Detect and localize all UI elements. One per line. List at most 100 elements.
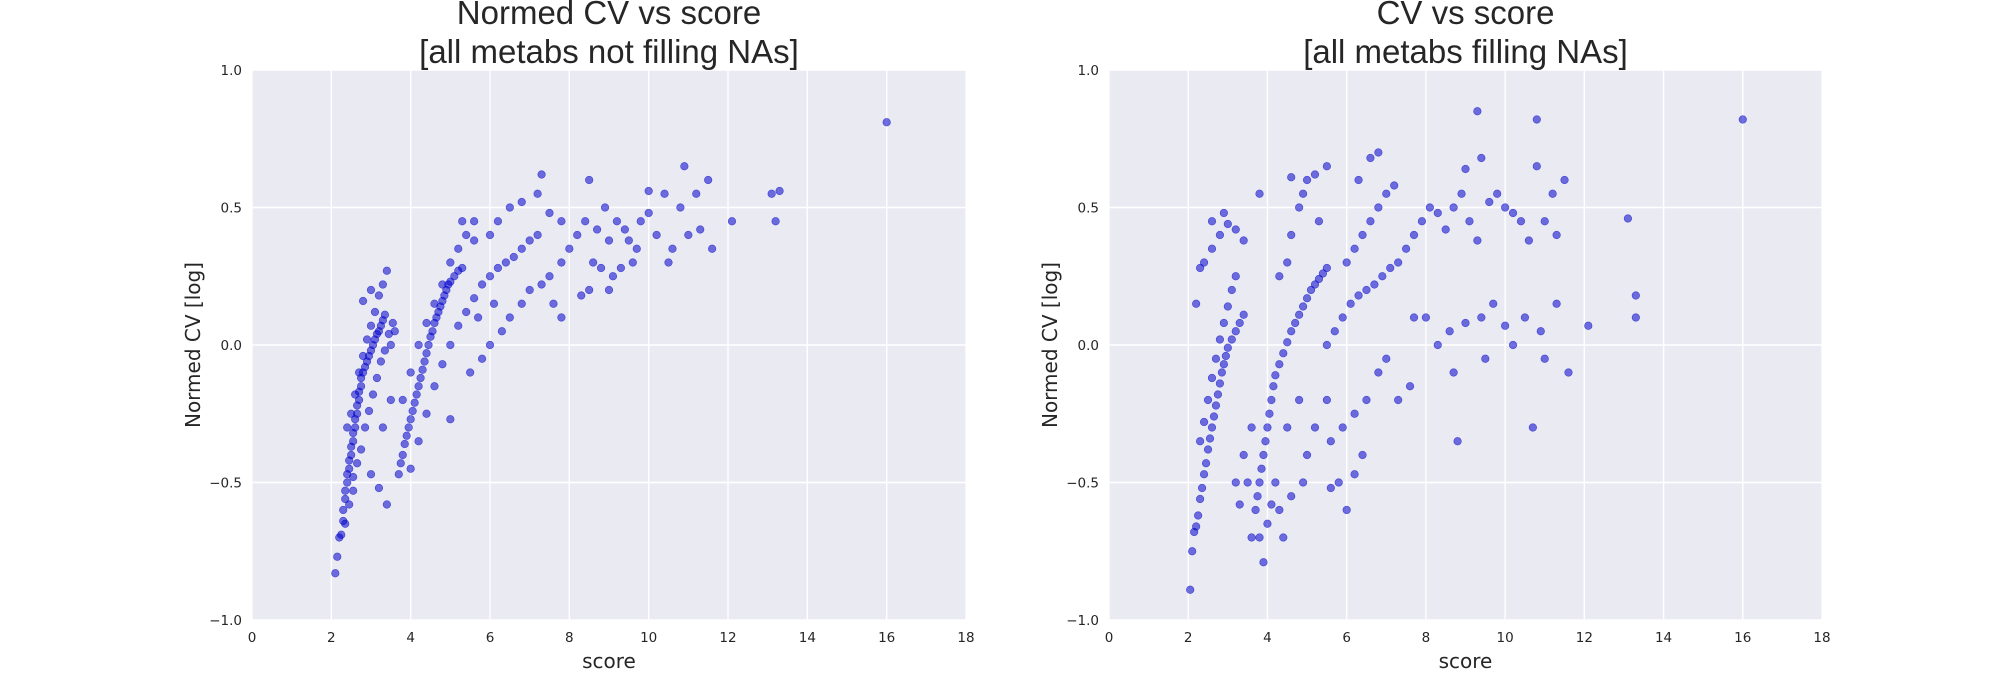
data-point bbox=[1283, 423, 1292, 432]
data-point bbox=[1528, 423, 1537, 432]
data-point bbox=[557, 217, 566, 226]
data-point bbox=[581, 217, 590, 226]
data-point bbox=[517, 299, 526, 308]
data-point bbox=[608, 272, 618, 281]
data-point bbox=[333, 552, 342, 561]
data-point bbox=[1186, 585, 1195, 594]
data-point bbox=[1259, 558, 1268, 567]
x-tick-label: 14 bbox=[1655, 630, 1672, 646]
y-tick-label: 1.0 bbox=[221, 63, 242, 79]
data-point bbox=[1362, 395, 1371, 405]
data-point bbox=[485, 230, 495, 240]
data-point bbox=[341, 494, 350, 504]
data-point bbox=[592, 225, 602, 234]
data-point bbox=[1548, 189, 1557, 198]
data-point bbox=[400, 439, 409, 449]
data-point bbox=[422, 349, 431, 358]
data-point bbox=[573, 230, 582, 240]
data-point bbox=[1477, 153, 1486, 163]
data-point bbox=[446, 340, 455, 350]
data-point bbox=[676, 203, 685, 212]
data-point bbox=[1215, 230, 1225, 240]
data-point bbox=[404, 423, 413, 432]
data-point bbox=[1382, 354, 1391, 363]
data-point bbox=[1536, 327, 1545, 336]
x-tick-label: 6 bbox=[486, 630, 495, 646]
data-point bbox=[557, 258, 566, 267]
data-point bbox=[1223, 219, 1232, 229]
data-point bbox=[636, 217, 645, 226]
data-point bbox=[1247, 533, 1256, 542]
data-point bbox=[1405, 382, 1415, 391]
data-point bbox=[1271, 371, 1280, 380]
data-point bbox=[1350, 409, 1359, 418]
data-point bbox=[341, 486, 350, 495]
data-point bbox=[406, 464, 415, 473]
data-point bbox=[1306, 285, 1316, 295]
data-point bbox=[339, 505, 348, 515]
data-point bbox=[1209, 412, 1219, 421]
data-point bbox=[382, 266, 391, 275]
data-point bbox=[1221, 351, 1230, 361]
data-point bbox=[355, 368, 364, 377]
x-tick-label: 8 bbox=[565, 630, 574, 646]
data-point bbox=[410, 398, 419, 407]
data-point bbox=[704, 175, 713, 185]
data-point bbox=[1564, 368, 1573, 377]
data-point bbox=[1409, 313, 1419, 322]
data-point bbox=[343, 478, 352, 487]
x-tick-label: 14 bbox=[799, 630, 816, 646]
data-point bbox=[644, 186, 653, 196]
data-point bbox=[596, 263, 606, 273]
data-point bbox=[470, 294, 479, 303]
data-point bbox=[1231, 225, 1240, 234]
data-point bbox=[424, 340, 433, 350]
data-point bbox=[372, 373, 382, 383]
data-point bbox=[380, 310, 389, 319]
data-point bbox=[1215, 335, 1225, 344]
data-point bbox=[1291, 318, 1300, 328]
data-point bbox=[1302, 175, 1312, 185]
data-point bbox=[347, 409, 356, 418]
data-point bbox=[1211, 401, 1221, 410]
data-point bbox=[1192, 522, 1201, 531]
data-point bbox=[1342, 258, 1351, 267]
chart-right: 0 2 4 6 8 10 12 14 16 18 −1.0 −0.5 0.0 0.5 1.0 score Nor… bbox=[1038, 0, 1831, 673]
data-point bbox=[345, 500, 354, 509]
x-tick-label: 0 bbox=[248, 630, 257, 646]
data-point bbox=[390, 327, 399, 336]
data-point bbox=[1231, 478, 1240, 487]
data-point bbox=[1201, 459, 1211, 468]
data-point bbox=[1243, 478, 1252, 487]
data-point bbox=[1508, 340, 1518, 350]
data-point bbox=[1362, 285, 1371, 295]
data-point bbox=[549, 299, 558, 308]
data-point bbox=[882, 118, 891, 127]
data-point bbox=[1298, 478, 1308, 487]
data-point bbox=[1302, 294, 1312, 303]
chart-title-line: CV vs score bbox=[1377, 0, 1555, 31]
data-point bbox=[366, 285, 376, 295]
data-point bbox=[1354, 175, 1363, 185]
data-point bbox=[1346, 299, 1355, 308]
data-point bbox=[388, 318, 397, 328]
data-point bbox=[493, 263, 503, 273]
data-point bbox=[493, 217, 503, 226]
data-point bbox=[1501, 321, 1510, 330]
data-point bbox=[1207, 244, 1217, 253]
data-point bbox=[1552, 230, 1561, 240]
data-point bbox=[1295, 203, 1304, 212]
data-point bbox=[684, 230, 693, 240]
data-point bbox=[420, 357, 429, 366]
data-point bbox=[1445, 327, 1454, 336]
data-point bbox=[545, 272, 554, 281]
data-point bbox=[1322, 263, 1331, 273]
data-point bbox=[446, 277, 455, 286]
data-point bbox=[660, 189, 669, 198]
data-point bbox=[430, 299, 439, 308]
data-point bbox=[1239, 310, 1248, 319]
data-point bbox=[1265, 409, 1274, 418]
data-point bbox=[1227, 285, 1236, 295]
x-tick-label: 18 bbox=[957, 630, 974, 646]
data-point bbox=[620, 225, 629, 234]
